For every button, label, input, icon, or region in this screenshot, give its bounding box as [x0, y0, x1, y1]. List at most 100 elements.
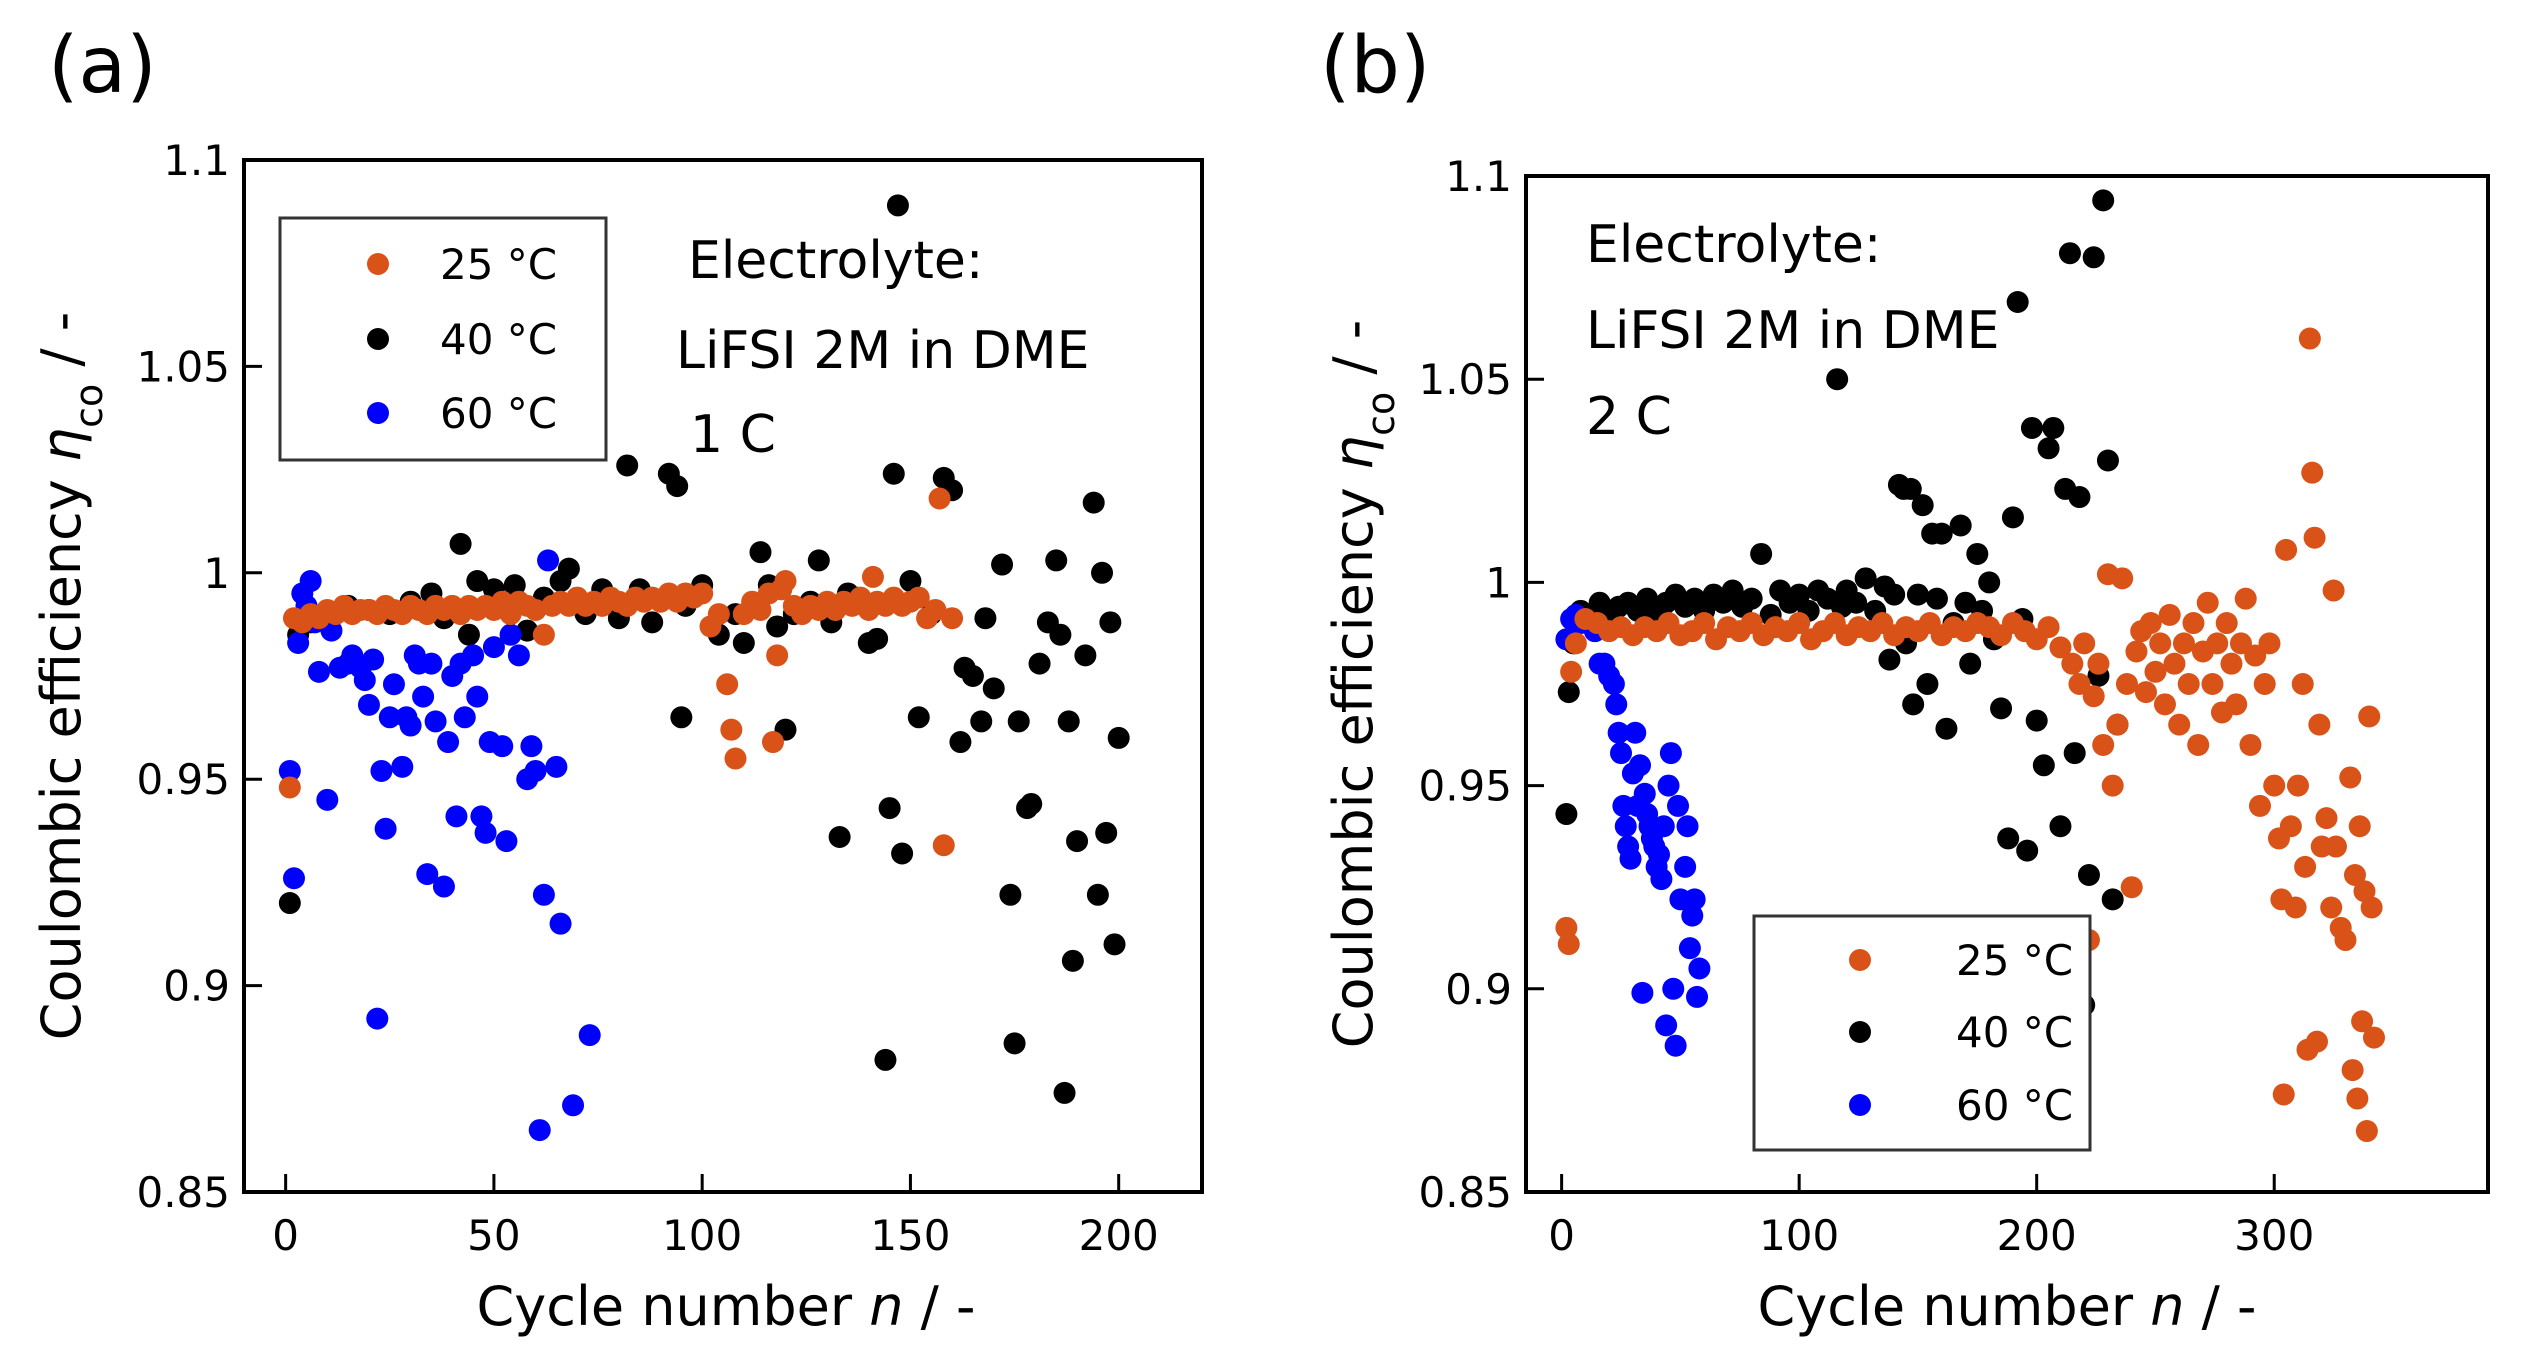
panel-b-point-25c-54 — [2106, 713, 2129, 736]
panel-a-point-40c-51 — [899, 570, 922, 593]
panel-b-point-40c-74 — [2068, 486, 2091, 509]
panel-b-point-60c-29 — [1648, 843, 1671, 866]
panel-b-point-60c-37 — [1667, 794, 1690, 817]
panel-a-legend-label-25c: 25 °C — [440, 240, 557, 289]
panel-a-x-tick-label-2: 100 — [662, 1211, 742, 1260]
panel-b-point-25c-87 — [2263, 774, 2286, 797]
panel-a-point-40c-83 — [1107, 726, 1130, 749]
panel-a-point-60c-49 — [524, 759, 547, 782]
panel-b-point-25c-60 — [2134, 681, 2157, 704]
panel-a-point-25c-84 — [932, 834, 955, 857]
panel-a-letter: (a) — [48, 21, 157, 111]
panel-a-point-60c-48 — [520, 735, 543, 758]
panel-b-point-25c-70 — [2182, 612, 2205, 635]
panel-b-point-60c-23 — [1633, 782, 1656, 805]
panel-b-point-40c-73 — [2063, 742, 2086, 765]
panel-a-annotation-electrolyte: Electrolyte: — [688, 231, 983, 291]
panel-b-point-60c-34 — [1659, 742, 1682, 765]
panel-b-point-60c-30 — [1650, 868, 1673, 891]
panel-a-y-tick-label-3: 1 — [203, 549, 230, 598]
panel-b-point-40c-64 — [2016, 839, 2039, 862]
panel-a-point-40c-77 — [1082, 491, 1105, 514]
panel-a-point-25c-52 — [707, 603, 730, 626]
panel-b-point-40c-60 — [1997, 827, 2020, 850]
panel-b-x-tick-label-1: 100 — [1759, 1211, 1839, 1260]
panel-a-point-40c-74 — [1061, 949, 1084, 972]
panel-a-point-40c-52 — [907, 706, 930, 729]
panel-b-legend-label-60c: 60 °C — [1956, 1081, 2073, 1130]
panel-b-point-25c-83 — [2244, 644, 2267, 667]
panel-a-point-25c-31 — [532, 623, 555, 646]
panel-a-y-tick-label-4: 1.05 — [136, 342, 230, 391]
panel-b-y-tick-label-4: 1.05 — [1418, 355, 1512, 404]
panel-b-point-25c-100 — [2303, 526, 2326, 549]
panel-b-point-25c-56 — [2115, 673, 2138, 695]
panel-b-y-tick-label-3: 1 — [1485, 558, 1512, 607]
panel-b-point-60c-33 — [1657, 774, 1680, 797]
panel-b-point-40c-80 — [2096, 449, 2119, 472]
panel-b-point-25c-68 — [2172, 632, 2195, 655]
panel-b-point-40c-22 — [1750, 542, 1773, 565]
panel-b-point-25c-81 — [2234, 587, 2257, 610]
panel-a-point-40c-46 — [874, 1048, 897, 1071]
panel-b-point-25c-104 — [2315, 807, 2338, 830]
panel-a-point-25c-55 — [724, 747, 747, 770]
panel-a-point-60c-56 — [578, 1024, 601, 1047]
panel-a-legend-frame — [278, 216, 608, 462]
panel-b-point-40c-34 — [1854, 567, 1877, 590]
panel-b-point-40c-55 — [1966, 542, 1989, 565]
panel-a-plot-frame — [242, 158, 1204, 1194]
panel-b-point-25c-98 — [2298, 327, 2321, 350]
panel-a-point-40c-71 — [1049, 623, 1072, 646]
panel-a-point-40c-56 — [949, 731, 972, 754]
panel-b-point-40c-26 — [1788, 583, 1811, 606]
panel-a-y-axis-title: Coulombic efficiency ηco / - — [30, 312, 111, 1041]
panel-b-legend: 25 °C 40 °C 60 °C — [1752, 914, 2092, 1152]
panel-a-point-60c-32 — [437, 731, 460, 754]
panel-a-point-40c-65 — [1007, 710, 1030, 733]
panel-b-point-25c-85 — [2253, 673, 2276, 695]
panel-b-point-60c-43 — [1683, 888, 1706, 911]
panel-b-legend-marker-25c — [1849, 949, 1871, 971]
panel-b-point-25c-102 — [2308, 713, 2331, 736]
panel-a-point-40c-26 — [666, 475, 689, 498]
panel-a-point-40c-82 — [1103, 933, 1126, 956]
panel-a-point-40c-79 — [1091, 561, 1114, 584]
panel-a-point-40c-81 — [1099, 611, 1122, 634]
panel-a-point-40c-47 — [878, 797, 901, 820]
panel-b-point-25c-82 — [2239, 733, 2262, 756]
panel-a-point-40c-14 — [503, 574, 526, 597]
panel-b-point-60c-19 — [1624, 721, 1647, 744]
panel-a-y-tick-label-1: 0.9 — [163, 962, 230, 1011]
panel-a-point-40c-62 — [991, 553, 1014, 576]
panel-a-point-60c-7 — [307, 660, 330, 683]
panel-a-point-60c-37 — [462, 644, 485, 667]
panel-a-point-25c-61 — [766, 644, 789, 667]
panel-a-legend-marker-60c — [367, 402, 389, 424]
panel-b-point-25c-119 — [2360, 896, 2383, 919]
panel-a-x-tick-label-0: 0 — [272, 1211, 299, 1260]
panel-b-point-40c-70 — [2049, 815, 2072, 838]
panel-a-point-40c-10 — [449, 532, 472, 555]
panel-b-point-40c-50 — [1935, 717, 1958, 740]
panel-a-point-60c-19 — [374, 817, 397, 840]
panel-b-annotation-electrolyte: Electrolyte: — [1586, 215, 1881, 275]
panel-b-point-25c-111 — [2341, 1059, 2364, 1082]
panel-b-point-40c-38 — [1883, 583, 1906, 606]
panel-b-point-25c-73 — [2196, 591, 2219, 614]
panel-a-point-60c-22 — [391, 755, 414, 778]
panel-a-point-25c-83 — [928, 487, 951, 510]
panel-a-x-tick-label-1: 50 — [467, 1211, 520, 1260]
panel-a-point-25c-53 — [716, 673, 739, 696]
panel-b-y-tick-label-5: 1.1 — [1445, 152, 1512, 201]
panel-a-point-40c-64 — [1003, 1032, 1026, 1055]
panel-b-point-40c-45 — [1911, 494, 1934, 517]
panel-b-legend-label-25c: 25 °C — [1956, 936, 2073, 985]
panel-b-point-25c-107 — [2324, 835, 2347, 858]
panel-a-annotation-salt: LiFSI 2M in DME — [676, 321, 1089, 381]
panel-a-point-40c-63 — [999, 883, 1022, 906]
panel-b-point-25c-65 — [2158, 603, 2181, 626]
panel-b-point-25c-90 — [2272, 1083, 2295, 1106]
panel-b-point-25c-75 — [2206, 632, 2229, 655]
